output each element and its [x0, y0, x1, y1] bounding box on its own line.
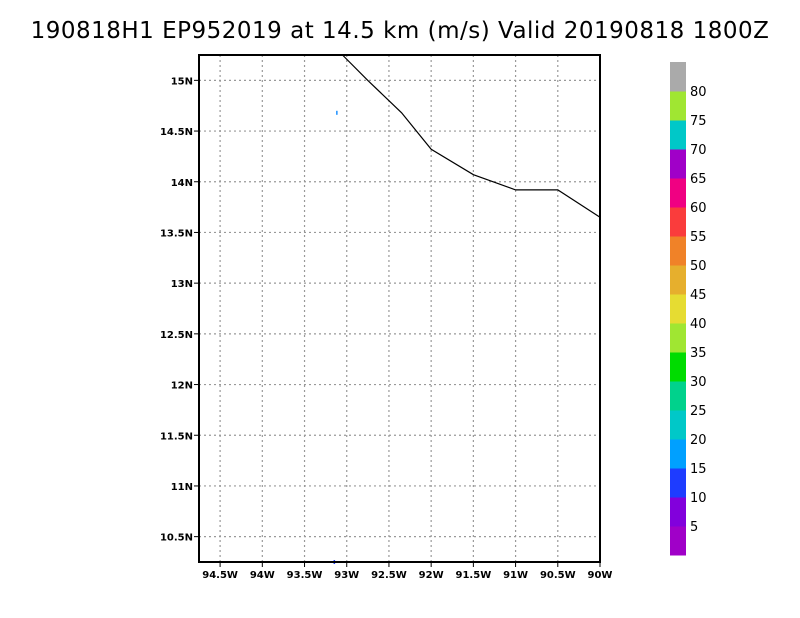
colorbar-label: 50 — [690, 259, 707, 274]
colorbar-label: 60 — [690, 201, 707, 216]
colorbar-label: 40 — [690, 317, 707, 332]
colorbar-label: 15 — [690, 462, 707, 477]
y-tick-label: 15N — [171, 76, 193, 87]
colorbar-segment — [670, 381, 686, 411]
y-tick-label: 12N — [171, 381, 193, 392]
colorbar-label: 75 — [690, 114, 707, 129]
x-tick-label: 94.5W — [202, 570, 238, 581]
x-tick-label: 91W — [503, 570, 528, 581]
grid-lines — [199, 55, 600, 562]
x-tick-label: 91.5W — [456, 570, 492, 581]
x-tick-label: 94W — [250, 570, 275, 581]
colorbar-segment — [670, 323, 686, 353]
colorbar-label: 20 — [690, 433, 707, 448]
x-tick-label: 92W — [419, 570, 444, 581]
colorbar-label: 70 — [690, 143, 707, 158]
colorbar-label: 25 — [690, 404, 707, 419]
map-title: 190818H1 EP952019 at 14.5 km (m/s) Valid… — [30, 18, 770, 44]
colorbar-label: 45 — [690, 288, 707, 303]
colorbar: 5 10 15 20 25 30 35 40 45 50 55 60 65 70 75 80 — [670, 62, 707, 556]
colorbar-label: 80 — [690, 85, 707, 100]
y-tick-label: 11.5N — [160, 431, 193, 442]
colorbar-segment — [670, 207, 686, 237]
colorbar-label: 5 — [690, 520, 698, 535]
y-tick-label: 11N — [171, 482, 193, 493]
y-axis: 10.5N 11N 11.5N 12N 12.5N 13N 13.5N 14N 14.5N 15N — [160, 76, 199, 544]
wind-speck — [336, 110, 338, 115]
y-tick-label: 13N — [171, 279, 193, 290]
colorbar-segment — [670, 410, 686, 440]
x-tick-label: 90.5W — [540, 570, 576, 581]
colorbar-segment — [670, 497, 686, 527]
colorbar-label: 30 — [690, 375, 707, 390]
x-tick-label: 93W — [334, 570, 359, 581]
colorbar-segment — [670, 62, 686, 92]
colorbar-segment — [670, 120, 686, 150]
colorbar-segment — [670, 149, 686, 179]
colorbar-segment — [670, 265, 686, 295]
colorbar-segment — [670, 236, 686, 266]
colorbar-label: 35 — [690, 346, 707, 361]
y-tick-label: 10.5N — [160, 533, 193, 544]
x-axis: 94.5W 94W 93.5W 93W 92.5W 92W 91.5W 91W 90.5W 90W — [202, 562, 612, 581]
colorbar-segment — [670, 91, 686, 121]
x-tick-label: 93.5W — [287, 570, 323, 581]
colorbar-segment — [670, 526, 686, 556]
x-tick-label: 90W — [588, 570, 613, 581]
y-tick-label: 12.5N — [160, 330, 193, 341]
y-tick-label: 13.5N — [160, 228, 193, 239]
wind-specks — [333, 110, 338, 564]
map-frame — [198, 54, 601, 563]
colorbar-segment — [670, 439, 686, 469]
colorbar-segment — [670, 352, 686, 382]
colorbar-segment — [670, 178, 686, 208]
y-tick-label: 14N — [171, 178, 193, 189]
colorbar-label: 55 — [690, 230, 707, 245]
coastline-path — [342, 54, 601, 218]
colorbar-segment — [670, 294, 686, 324]
colorbar-label: 65 — [690, 172, 707, 187]
x-tick-label: 92.5W — [371, 570, 407, 581]
colorbar-segment — [670, 468, 686, 498]
colorbar-label: 10 — [690, 491, 707, 506]
y-tick-label: 14.5N — [160, 127, 193, 138]
coastline — [342, 54, 601, 218]
